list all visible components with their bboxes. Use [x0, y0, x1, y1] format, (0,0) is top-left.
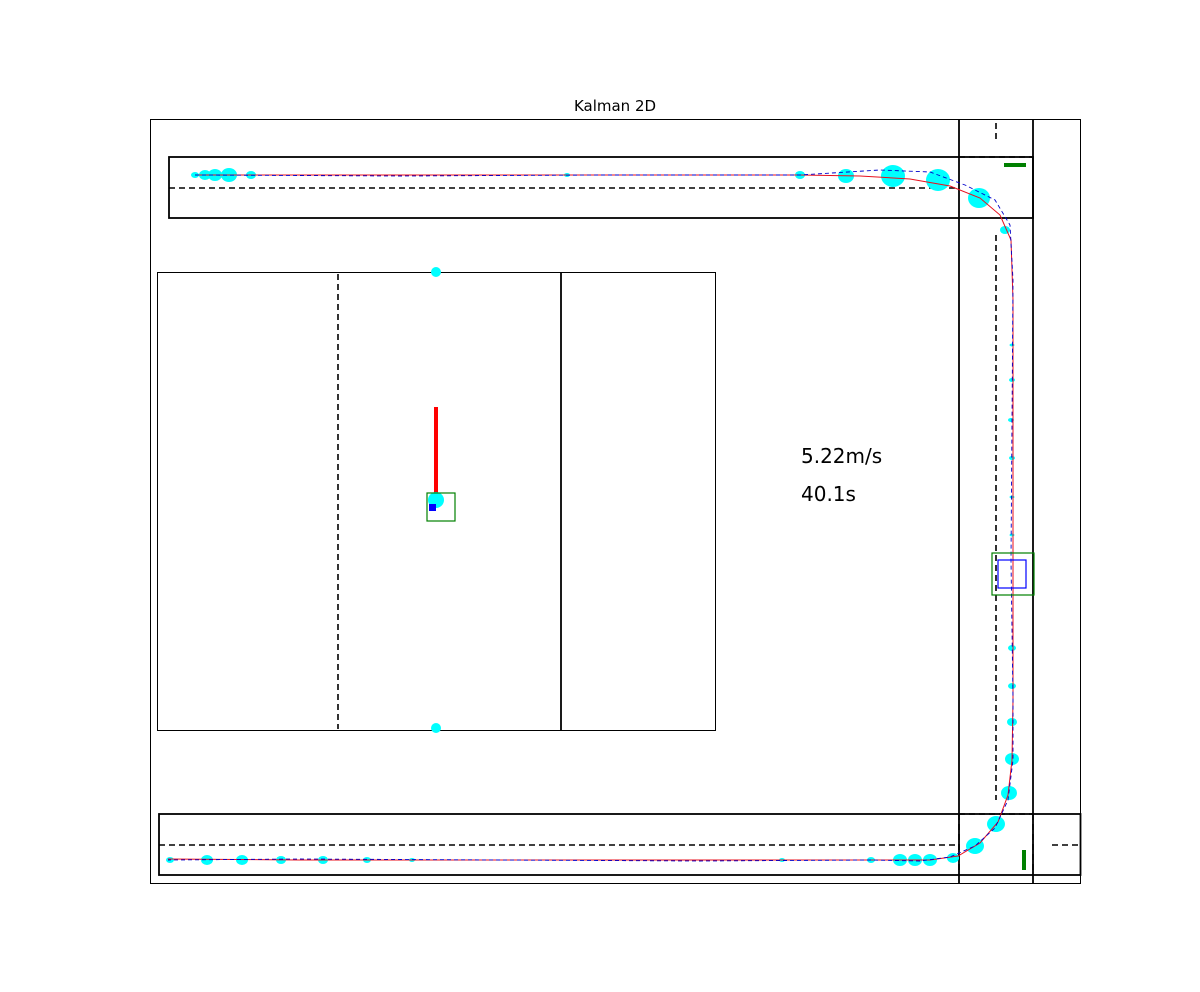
uncertainty-marker	[881, 165, 905, 187]
axes-frame	[150, 119, 1081, 884]
inset-panel	[157, 267, 716, 733]
uncertainty-marker	[1008, 683, 1016, 689]
uncertainty-marker	[1008, 645, 1016, 651]
time-annotation: 40.1s	[801, 482, 856, 506]
uncertainty-marker	[1007, 718, 1017, 726]
uncertainty-marker	[1009, 533, 1015, 537]
uncertainty-marker	[947, 853, 959, 863]
estimated-path-line	[167, 169, 1014, 862]
inset-uncertainty-marker	[431, 267, 441, 277]
inset-uncertainty-marker	[431, 723, 441, 733]
map-layer	[158, 119, 1082, 883]
uncertainty-marker	[1009, 495, 1015, 499]
speed-annotation: 5.22m/s	[801, 444, 882, 468]
uncertainty-marker	[1009, 343, 1015, 347]
inset-series-layer	[428, 267, 444, 733]
vehicle-outer-box	[991, 552, 1035, 596]
chart-title: Kalman 2D	[574, 97, 656, 115]
inset-vehicle-point	[429, 504, 436, 511]
vehicle-box	[991, 552, 1035, 596]
uncertainty-marker	[926, 169, 950, 191]
vehicle-inner-box	[997, 559, 1027, 589]
inset-vehicle-box	[426, 492, 456, 522]
uncertainty-marker	[201, 855, 213, 865]
